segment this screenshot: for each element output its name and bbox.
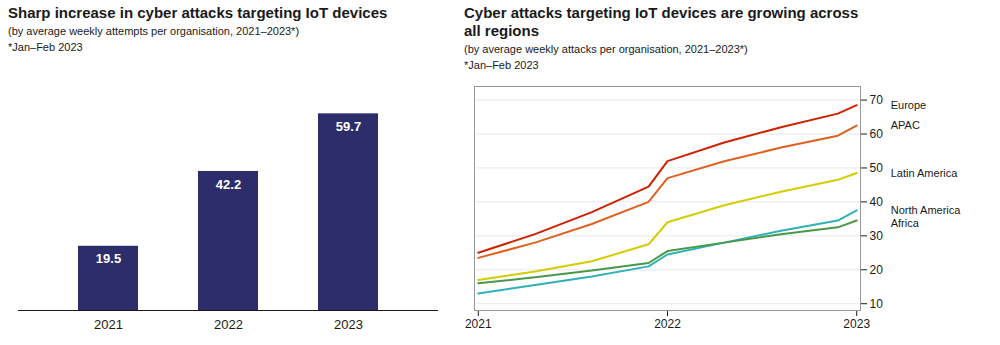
svg-text:2022: 2022 xyxy=(214,317,243,332)
html-text:Cyber attacks targeting IoT de: Cyber attacks targeting IoT devices are … xyxy=(464,4,859,39)
svg-text:North America: North America xyxy=(891,204,962,216)
svg-text:Africa: Africa xyxy=(891,217,920,229)
svg-text:APAC: APAC xyxy=(891,119,920,131)
svg-text:70: 70 xyxy=(870,93,884,107)
svg-text:19.5: 19.5 xyxy=(96,251,121,266)
html-text:Sharp increase in cyber attack: Sharp increase in cyber attacks targetin… xyxy=(8,4,388,21)
svg-text:Latin America: Latin America xyxy=(891,167,959,179)
html-text:*Jan–Feb 2023: *Jan–Feb 2023 xyxy=(8,41,83,53)
svg-text:2022: 2022 xyxy=(654,317,681,331)
svg-text:2021: 2021 xyxy=(94,317,123,332)
svg-text:2023: 2023 xyxy=(843,317,870,331)
svg-text:60: 60 xyxy=(870,127,884,141)
svg-text:20: 20 xyxy=(870,263,884,277)
svg-text:59.7: 59.7 xyxy=(336,119,361,134)
svg-text:40: 40 xyxy=(870,195,884,209)
svg-text:Europe: Europe xyxy=(891,99,926,111)
svg-text:2021: 2021 xyxy=(465,317,492,331)
svg-text:42.2: 42.2 xyxy=(216,177,241,192)
svg-text:30: 30 xyxy=(870,229,884,243)
html-text:*Jan–Feb 2023: *Jan–Feb 2023 xyxy=(464,59,539,71)
html-text:(by average weekly attacks per: (by average weekly attacks per organisat… xyxy=(464,43,748,55)
svg-text:10: 10 xyxy=(870,297,884,311)
svg-text:2023: 2023 xyxy=(334,317,363,332)
html-text:(by average weekly attempts pe: (by average weekly attempts per organisa… xyxy=(8,25,300,37)
svg-text:50: 50 xyxy=(870,161,884,175)
